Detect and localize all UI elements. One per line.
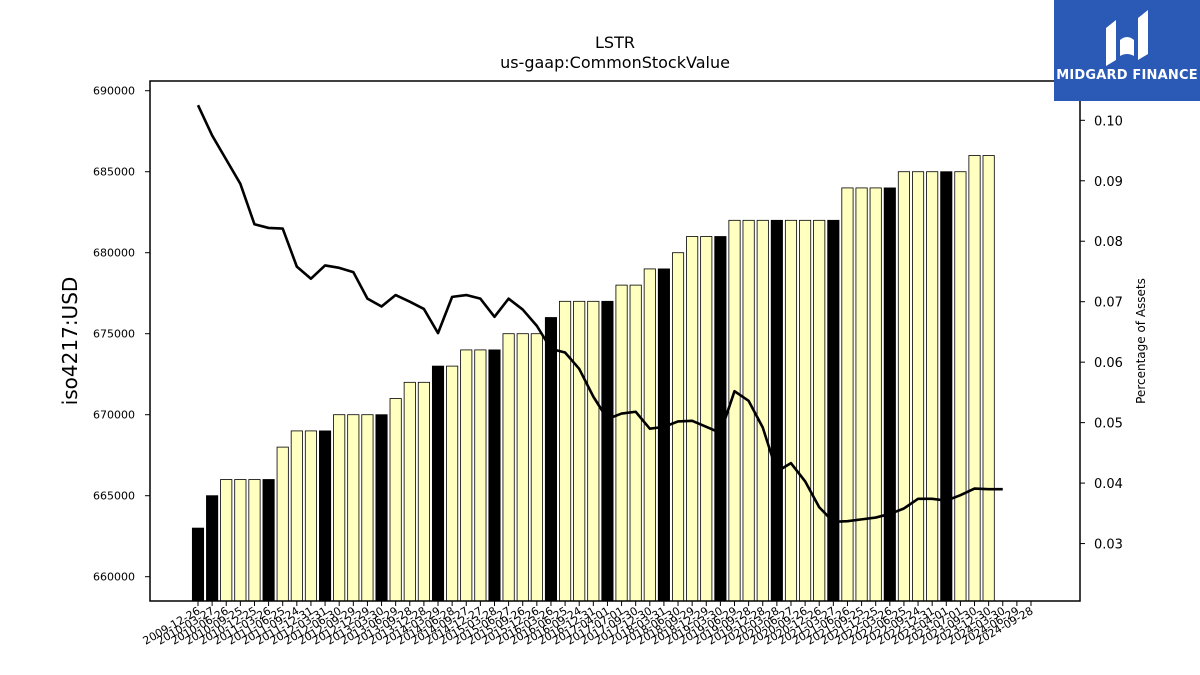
bar [784, 219, 798, 602]
bar [756, 219, 769, 602]
bar [460, 349, 473, 602]
bar [700, 236, 713, 602]
bars [191, 155, 995, 602]
bar [333, 414, 346, 602]
bar [770, 219, 783, 602]
bar [601, 300, 614, 602]
bar [855, 187, 868, 602]
bar [573, 300, 586, 602]
bar [347, 414, 360, 602]
bar [813, 219, 826, 602]
brand-name: MIDGARD FINANCE [1056, 68, 1198, 83]
bar [912, 171, 925, 602]
y2-tick-label: 0.08 [1094, 235, 1123, 250]
bar [559, 300, 572, 602]
bar [686, 236, 699, 602]
y2-tick-label: 0.06 [1094, 356, 1123, 371]
bar [290, 430, 303, 602]
y2-tick-label: 0.10 [1094, 114, 1123, 129]
bar [671, 252, 685, 602]
axes: 660000 665000 670000 675000 680000 685000 6900… [93, 80, 1123, 648]
bar [587, 300, 600, 602]
y-tick-label: 690000 [93, 85, 135, 98]
midgard-logo-icon [1106, 10, 1148, 66]
bar [897, 171, 910, 602]
bar [234, 479, 247, 602]
bar [417, 381, 430, 602]
y2-tick-label: 0.03 [1094, 538, 1123, 553]
bar [446, 365, 459, 602]
bar [304, 430, 317, 602]
y2-axis-label: Percentage of Assets [1134, 278, 1148, 404]
bar [262, 479, 275, 602]
bar [220, 479, 233, 602]
bar [248, 479, 261, 602]
bar [799, 219, 812, 602]
brand-logo: MIDGARD FINANCE [1054, 0, 1200, 101]
bar [883, 187, 896, 602]
bar [629, 284, 642, 602]
y-tick-label: 685000 [93, 166, 135, 179]
bar [389, 398, 402, 602]
bar [488, 349, 501, 602]
bar [968, 155, 981, 602]
bar [206, 495, 219, 602]
y-tick-label: 670000 [93, 409, 135, 422]
y-tick-label: 665000 [93, 490, 135, 503]
bar [982, 155, 995, 602]
bar [361, 414, 374, 602]
bar [615, 284, 628, 602]
bar [276, 446, 289, 602]
bar [474, 349, 487, 602]
y2-tick-label: 0.09 [1094, 175, 1123, 190]
y2-tick-label: 0.05 [1094, 417, 1123, 432]
bar [926, 171, 939, 602]
bar [375, 414, 388, 602]
bar [319, 430, 332, 602]
chart-subtitle: us-gaap:CommonStockValue [500, 53, 730, 72]
series-line [196, 104, 1003, 524]
bar [544, 317, 558, 602]
y-tick-label: 660000 [93, 571, 135, 584]
bar [431, 365, 445, 602]
y-tick-label: 675000 [93, 328, 135, 341]
bar [869, 187, 882, 602]
bar [728, 219, 741, 602]
plot-frame [149, 80, 1081, 602]
bar [530, 333, 543, 602]
y2-tick-label: 0.07 [1094, 296, 1123, 311]
bar [940, 171, 953, 602]
bar [502, 333, 515, 602]
bar [643, 268, 656, 602]
chart-title: LSTR [595, 33, 635, 52]
bar [516, 333, 529, 602]
bar [954, 171, 967, 602]
bar [657, 268, 670, 602]
bar [403, 381, 416, 602]
bar [827, 219, 840, 602]
percentage-line [196, 104, 1003, 524]
y2-tick-label: 0.04 [1094, 477, 1123, 492]
y-axis-label: iso4217:USD [58, 277, 82, 406]
bar [841, 187, 854, 602]
y-tick-label: 680000 [93, 247, 135, 260]
bar [191, 527, 205, 602]
